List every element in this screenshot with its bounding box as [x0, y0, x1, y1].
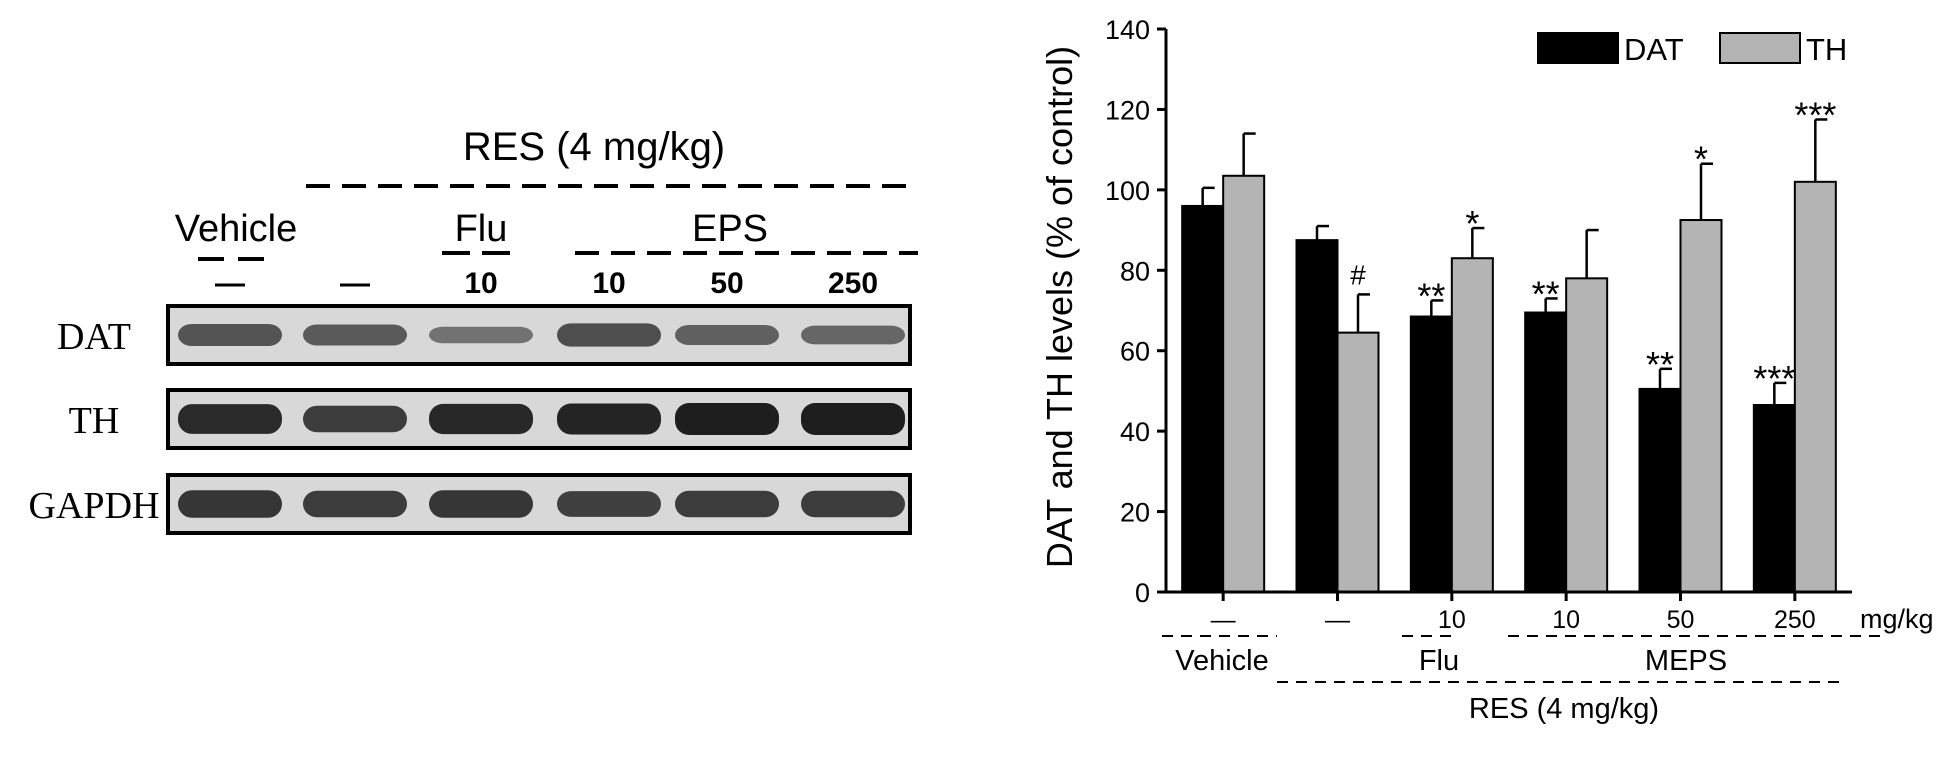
x-tick-label: 10 [1438, 606, 1466, 634]
legend-swatch-th [1719, 32, 1801, 64]
group-label-meps: MEPS [1645, 645, 1727, 677]
wb-res-label: RES (4 mg/kg) [463, 125, 725, 169]
bar-th [1450, 257, 1494, 593]
wb-vehicle-label: Vehicle [175, 208, 298, 250]
wb-blot-label: GAPDH [29, 485, 160, 527]
y-tick-label: 120 [1105, 95, 1150, 125]
wb-lane-label: 50 [710, 267, 743, 300]
significance-marker: ** [1532, 273, 1560, 314]
significance-marker: ** [1417, 275, 1445, 316]
group-label-res: RES (4 mg/kg) [1469, 693, 1659, 725]
x-tick-label: 50 [1667, 606, 1695, 634]
x-tick-label: 10 [1552, 606, 1580, 634]
wb-eps-label: EPS [692, 208, 768, 250]
wb-band [429, 326, 533, 344]
wb-flu-label: Flu [455, 208, 508, 250]
significance-marker: * [1694, 139, 1708, 180]
x-tick-label: 250 [1774, 606, 1816, 634]
bar-dat [1181, 204, 1225, 593]
wb-band [557, 403, 661, 435]
legend-label-dat: DAT [1624, 32, 1684, 67]
bar-chart: DAT and TH levels (% of control) 0 20 40 60… [1039, 15, 1934, 725]
x-tick-label: — [1211, 606, 1236, 634]
unit-label: mg/kg [1860, 604, 1934, 634]
bar-th [1793, 180, 1837, 593]
x-axis: — — 10 10 50 250 mg/kg Vehicle Flu MEPS RES (4 mg/… [1162, 590, 1934, 725]
y-axis: 0 20 40 60 80 100 120 140 [1105, 15, 1168, 608]
wb-band [675, 325, 779, 345]
wb-band [429, 403, 533, 435]
wb-band [178, 404, 282, 434]
wb-lane-label: 250 [828, 267, 878, 300]
bar-dat [1638, 387, 1682, 593]
wb-blot-frame [166, 388, 912, 450]
wb-band [675, 490, 779, 518]
wb-lane-label: — [215, 267, 245, 300]
wb-lane-label: 10 [464, 267, 497, 300]
y-tick-label: 80 [1120, 256, 1150, 286]
significance-marker: # [1350, 259, 1366, 290]
wb-band [178, 490, 282, 518]
wb-blot-row: DAT [57, 304, 912, 366]
wb-band [675, 403, 779, 435]
significance-marker: *** [1794, 94, 1836, 135]
wb-band [557, 323, 661, 347]
wb-blot-frame [166, 473, 912, 535]
bars: #************** [1181, 94, 1837, 594]
legend: DAT TH [1537, 32, 1847, 67]
bar-dat [1524, 311, 1568, 593]
significance-marker: ** [1646, 344, 1674, 385]
wb-band [429, 490, 533, 518]
wb-band [303, 405, 407, 433]
wb-blot-row: GAPDH [29, 473, 912, 535]
wb-band [557, 491, 661, 517]
wb-band [801, 403, 905, 435]
bar-dat [1409, 315, 1453, 593]
group-label-vehicle: Vehicle [1175, 645, 1269, 677]
y-axis-label: DAT and TH levels (% of control) [1039, 46, 1080, 568]
wb-blot-label: DAT [57, 316, 131, 358]
y-tick-label: 140 [1105, 15, 1150, 45]
y-tick-label: 0 [1135, 578, 1150, 608]
bar-th [1336, 331, 1380, 593]
wb-blot-rows: DAT TH GAPDH [29, 304, 912, 535]
legend-label-th: TH [1806, 32, 1847, 67]
bar-dat [1752, 404, 1796, 593]
y-tick-label: 20 [1120, 498, 1150, 528]
bar-th [1679, 219, 1723, 593]
bar-dat [1295, 239, 1339, 593]
legend-swatch-dat [1537, 32, 1619, 64]
y-tick-label: 60 [1120, 337, 1150, 367]
wb-band [801, 490, 905, 518]
wb-band [303, 490, 407, 518]
bar-th [1565, 277, 1609, 593]
wb-blot-frame [166, 304, 912, 366]
wb-lane-label: 10 [592, 267, 625, 300]
significance-marker: *** [1753, 358, 1795, 399]
wb-band [178, 323, 282, 347]
wb-band [801, 325, 905, 345]
y-tick-label: 40 [1120, 417, 1150, 447]
wb-blot-label: TH [69, 400, 120, 442]
bar-th [1222, 174, 1266, 594]
x-tick-label: — [1325, 606, 1350, 634]
wb-band [303, 324, 407, 346]
wb-lane-label: — [340, 267, 370, 300]
group-label-flu: Flu [1419, 645, 1459, 677]
western-blot-panel: RES (4 mg/kg) Vehicle Flu EPS — — 10 10 50 25… [29, 125, 918, 535]
significance-marker: * [1465, 203, 1479, 244]
y-tick-label: 100 [1105, 176, 1150, 206]
wb-blot-row: TH [69, 388, 912, 450]
wb-lane-labels: — — 10 10 50 250 [215, 267, 878, 300]
